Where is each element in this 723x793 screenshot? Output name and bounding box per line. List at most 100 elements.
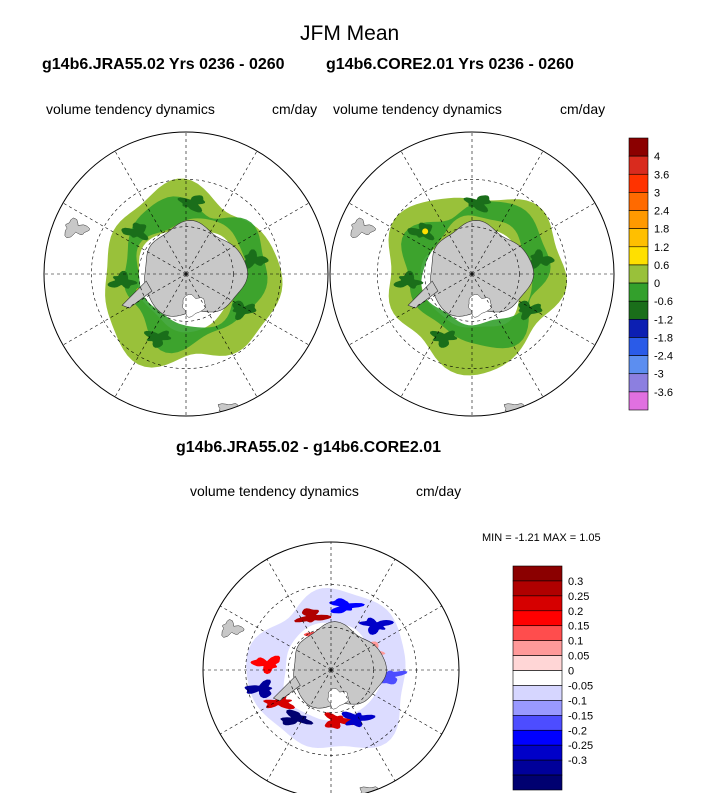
- diff-tick-label-6: 0: [568, 666, 574, 678]
- diff-swatch-7: [512, 670, 563, 686]
- mean-swatch-14: [628, 391, 649, 411]
- left-graticule: [44, 132, 328, 416]
- right-map: [329, 131, 615, 417]
- mean-swatch-5: [628, 228, 649, 248]
- left-patch-5: [121, 222, 149, 241]
- right-lat-circle-0: [424, 226, 520, 322]
- mean-swatch-12: [628, 355, 649, 375]
- mean-swatch-9: [628, 300, 649, 320]
- diff-anomaly-8: [341, 711, 376, 728]
- diff-antarctica: [293, 621, 387, 709]
- diff-swatch-13: [512, 759, 563, 776]
- left-lat-circle-0: [138, 226, 234, 322]
- right-patch-4: [463, 195, 492, 213]
- left-south-america: [64, 217, 90, 239]
- diff-tick-label-2: 0.2: [568, 606, 583, 618]
- diff-tick-label-7: -0.05: [568, 680, 593, 692]
- left-patch-0: [107, 270, 138, 289]
- right-patch-0: [393, 270, 424, 289]
- left-variable-label: volume tendency dynamics: [46, 101, 215, 117]
- diff-anomaly-0: [294, 608, 332, 623]
- right-patch-2: [518, 300, 543, 321]
- mean-tick-label-12: -3: [654, 369, 664, 381]
- diff-anomaly-2: [358, 617, 394, 635]
- diff-swatch-1: [512, 580, 563, 597]
- diff-tick-label-9: -0.15: [568, 710, 593, 722]
- diff-tick-label-12: -0.3: [568, 755, 587, 767]
- diff-title: g14b6.JRA55.02 - g14b6.CORE2.01: [176, 439, 442, 456]
- mean-swatch-6: [628, 246, 649, 266]
- diff-variable-label: volume tendency dynamics: [190, 483, 359, 499]
- mean-tick-label-6: 0.6: [654, 260, 669, 272]
- right-graticule: [330, 132, 614, 416]
- diff-swatch-10: [512, 715, 563, 731]
- diff-tick-label-11: -0.25: [568, 740, 593, 752]
- right-neg-band: [401, 201, 551, 349]
- diff-tick-label-0: 0.3: [568, 576, 583, 588]
- left-map-border: [43, 131, 329, 417]
- left-ross-sea: [182, 294, 206, 318]
- mean-tick-label-4: 1.8: [654, 224, 669, 236]
- mean-tick-label-8: -0.6: [654, 296, 673, 308]
- right-variable-label: volume tendency dynamics: [333, 101, 502, 117]
- mean-colorbar: 4 3.6 3 2.4 1.8 1.2 0.6 0 -0.6 -1.2 -1.8 -2.4 -3 -3.6: [628, 137, 673, 411]
- left-field: [64, 178, 283, 416]
- right-map-border: [329, 131, 615, 417]
- diff-anomaly-5: [263, 692, 296, 710]
- mean-tick-label-5: 1.2: [654, 242, 669, 254]
- diff-ross-sea: [327, 688, 349, 710]
- mean-swatch-2: [628, 173, 649, 193]
- diff-colorbar: 0.3 0.25 0.2 0.15 0.1 0.05 0 -0.05 -0.1 -0.15 -0.2…: [512, 565, 593, 791]
- left-case-title: g14b6.JRA55.02 Yrs 0236 - 0260: [42, 56, 285, 73]
- left-peninsula: [121, 280, 153, 309]
- mean-swatch-8: [628, 282, 649, 302]
- mean-swatch-4: [628, 210, 649, 229]
- mean-swatch-0: [628, 137, 649, 157]
- right-south-america: [350, 217, 376, 239]
- page-title: JFM Mean: [300, 22, 400, 45]
- right-patch-3: [430, 330, 458, 348]
- diff-swatch-9: [512, 700, 563, 716]
- mean-tick-label-10: -1.8: [654, 332, 673, 344]
- left-antarctica: [144, 220, 248, 317]
- mean-swatch-7: [628, 264, 649, 284]
- diff-tick-label-8: -0.1: [568, 695, 587, 707]
- diff-anomaly-3: [250, 655, 281, 675]
- right-patch-5: [407, 222, 435, 241]
- right-pos-spot: [422, 228, 429, 235]
- mean-tick-label-13: -3.6: [654, 387, 673, 399]
- left-lat-circle-1: [91, 179, 281, 369]
- mean-tick-label-9: -1.2: [654, 314, 673, 326]
- diff-swatch-5: [512, 640, 563, 656]
- right-antarctica: [430, 220, 534, 317]
- right-case-title: g14b6.CORE2.01 Yrs 0236 - 0260: [326, 56, 574, 73]
- mean-tick-label-11: -2.4: [654, 351, 673, 363]
- mean-tick-label-3: 2.4: [654, 206, 669, 218]
- mean-tick-label-7: 0: [654, 278, 660, 290]
- left-map: [43, 131, 329, 417]
- diff-swatch-2: [512, 595, 563, 612]
- diff-anomaly-1: [329, 598, 365, 614]
- mean-swatch-1: [628, 155, 649, 175]
- diff-tick-label-4: 0.1: [568, 636, 583, 648]
- diff-field: [221, 588, 408, 793]
- diff-minmax: MIN = -1.21 MAX = 1.05: [482, 532, 601, 544]
- right-units-label: cm/day: [560, 101, 606, 117]
- right-patch-1: [529, 249, 555, 270]
- mean-tick-label-0: 4: [654, 151, 660, 163]
- left-neg-band: [123, 196, 268, 354]
- diff-swatch-8: [512, 685, 563, 701]
- mean-swatch-10: [628, 319, 649, 338]
- mean-swatch-3: [628, 192, 649, 211]
- diff-swatch-6: [512, 655, 563, 671]
- diff-south-america: [221, 619, 245, 638]
- diff-graticule: [203, 542, 459, 793]
- left-patch-3: [144, 330, 172, 348]
- left-patch-4: [177, 195, 206, 213]
- diff-tick-label-5: 0.05: [568, 651, 589, 663]
- diff-anomaly-6: [280, 709, 314, 726]
- diff-anomaly-4: [244, 679, 273, 699]
- diff-swatch-0: [512, 565, 563, 582]
- left-patch-1: [243, 249, 269, 270]
- right-ross-sea: [468, 294, 492, 318]
